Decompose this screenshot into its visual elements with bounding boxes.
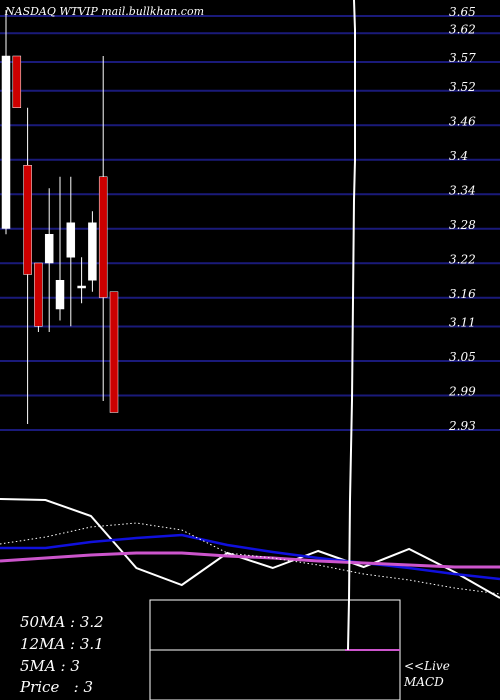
y-tick-label: 3.57 — [449, 51, 476, 65]
moving-average-magenta — [0, 551, 500, 569]
y-axis-ticks: 2.93 2.99 3.05 3.11 3.16 3.22 3.28 3.34 3.4 3.46 3… — [448, 5, 476, 433]
y-tick-label: 3.65 — [449, 5, 476, 19]
moving-average-lines — [0, 498, 500, 599]
candle-body — [98, 176, 108, 298]
source-label: NASDAQ WTVIP mail.bullkhan.com — [5, 5, 204, 18]
y-tick-label: 3.11 — [449, 316, 476, 330]
candle-body — [34, 262, 43, 327]
vertical-marker-line — [347, 0, 356, 651]
y-tick-label: 3.4 — [449, 149, 468, 163]
y-tick-label: 3.16 — [449, 287, 476, 301]
candle-body — [77, 285, 86, 289]
moving-average-dotted — [0, 522, 500, 595]
candle-body — [88, 222, 97, 281]
candle-body — [109, 291, 119, 413]
y-tick-label: 2.93 — [448, 419, 476, 433]
moving-average-white — [0, 498, 500, 599]
macd-label: MACD — [404, 675, 444, 689]
y-tick-label: 3.52 — [449, 80, 476, 94]
y-tick-label: 3.05 — [449, 350, 476, 364]
live-link[interactable]: <<Live — [404, 659, 450, 673]
y-tick-label: 3.22 — [449, 252, 476, 266]
grid-lines — [0, 15, 500, 431]
price-label: Price : 3 — [20, 678, 94, 696]
vertical-marker — [347, 0, 356, 651]
ma5-label: 5MA : 3 — [20, 657, 80, 675]
y-tick-label: 3.46 — [449, 114, 476, 128]
ma12-label: 12MA : 3.1 — [20, 635, 104, 653]
candle-body — [23, 165, 32, 275]
candle-body — [66, 222, 76, 258]
candle-body — [12, 55, 22, 108]
y-tick-label: 2.99 — [448, 385, 476, 399]
candle-body — [44, 234, 54, 264]
y-tick-label: 3.62 — [449, 22, 476, 36]
macd-panel — [149, 599, 401, 700]
ma50-label: 50MA : 3.2 — [20, 613, 104, 631]
moving-average-blue — [0, 533, 500, 581]
y-tick-label: 3.34 — [449, 183, 476, 197]
candle-body — [55, 280, 65, 310]
y-tick-label: 3.28 — [449, 218, 476, 232]
candlesticks — [1, 10, 119, 424]
candle-body — [1, 55, 11, 229]
